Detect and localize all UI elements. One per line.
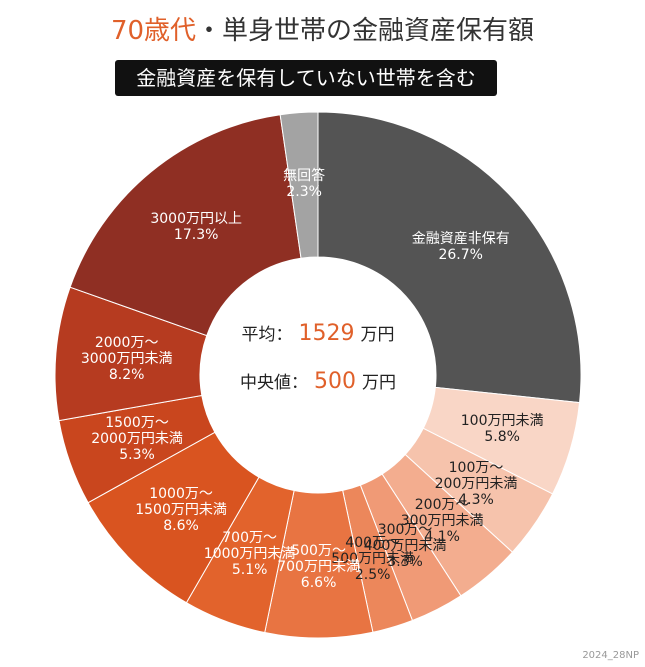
- mean-label: 平均：: [241, 325, 293, 345]
- mean-row: 平均： 1529 万円: [218, 320, 418, 368]
- slice-label: 100万円未満 5.8%: [461, 413, 544, 445]
- value-label: 3.3%: [387, 554, 423, 571]
- value-label: 5.8%: [484, 429, 520, 446]
- slice-label: 1500万～ 2000万円未満 5.3%: [91, 415, 183, 463]
- category-label: 300万～ 400万円未満: [363, 522, 447, 555]
- category-label: 700万～ 1000万円未満: [203, 530, 296, 563]
- value-label: 6.6%: [300, 574, 337, 591]
- source-note: 2024_28NP: [582, 650, 639, 661]
- subtitle: 金融資産を保有していない世帯を含む: [115, 60, 497, 96]
- slice-label: 1000万～ 1500万円未満 8.6%: [135, 486, 227, 534]
- slice-label: 300万～ 400万円未満 3.3%: [364, 522, 447, 570]
- title-highlight: 70歳代: [110, 16, 197, 46]
- slice-label: 400万～ 500万円未満 2.5%: [331, 535, 414, 583]
- category-label: 無回答: [283, 167, 326, 184]
- donut-slice: [317, 111, 582, 404]
- category-label: 3000万円以上: [150, 210, 242, 227]
- donut-hole: [201, 258, 435, 492]
- category-label: 1500万～ 2000万円未満: [91, 415, 183, 448]
- value-label: 4.1%: [424, 529, 460, 546]
- slice-label: 金融資産非保有 26.7%: [412, 231, 510, 263]
- value-label: 26.7%: [438, 246, 483, 263]
- slice-label: 3000万円以上 17.3%: [150, 211, 242, 243]
- title-rest: ・単身世帯の金融資産保有額: [196, 16, 535, 46]
- slice-label: 2000万～ 3000万円未満 8.2%: [81, 335, 173, 383]
- donut-slice: [279, 111, 319, 259]
- value-label: 2.5%: [354, 567, 391, 584]
- category-label: 200万～ 300万円未満: [400, 497, 484, 530]
- slice-label: 無回答 2.3%: [283, 168, 325, 200]
- donut-slice: [69, 114, 302, 337]
- slice-label: 100万～ 200万円未満 4.3%: [435, 460, 518, 508]
- slice-label: 200万～ 300万円未満 4.1%: [401, 497, 484, 545]
- median-value: 500: [314, 369, 356, 394]
- category-label: 金融資産非保有: [411, 230, 510, 247]
- center-summary: 平均： 1529 万円 中央値： 500 万円: [218, 320, 418, 416]
- value-label: 17.3%: [173, 226, 219, 243]
- slice-label: 700万～ 1000万円未満 5.1%: [204, 530, 296, 578]
- median-row: 中央値： 500 万円: [218, 368, 418, 416]
- slice-label: 500万～ 700万円未満 6.6%: [277, 543, 360, 591]
- category-label: 400万～ 500万円未満: [331, 535, 415, 568]
- category-label: 500万～ 700万円未満: [277, 542, 360, 575]
- category-label: 100万～ 200万円未満: [434, 460, 518, 493]
- category-label: 100万円未満: [460, 413, 544, 430]
- median-label: 中央値：: [240, 373, 308, 393]
- value-label: 2.3%: [286, 183, 322, 200]
- mean-value: 1529: [298, 321, 355, 346]
- value-label: 8.2%: [108, 367, 145, 384]
- category-label: 2000万～ 3000万円未満: [80, 335, 173, 368]
- value-label: 8.6%: [163, 517, 199, 534]
- chart-title: 70歳代・単身世帯の金融資産保有額: [0, 10, 645, 47]
- mean-unit: 万円: [360, 325, 395, 345]
- value-label: 5.3%: [119, 447, 155, 464]
- value-label: 4.3%: [458, 492, 494, 509]
- median-unit: 万円: [362, 373, 396, 393]
- value-label: 5.1%: [231, 562, 268, 579]
- category-label: 1000万～ 1500万円未満: [135, 485, 227, 518]
